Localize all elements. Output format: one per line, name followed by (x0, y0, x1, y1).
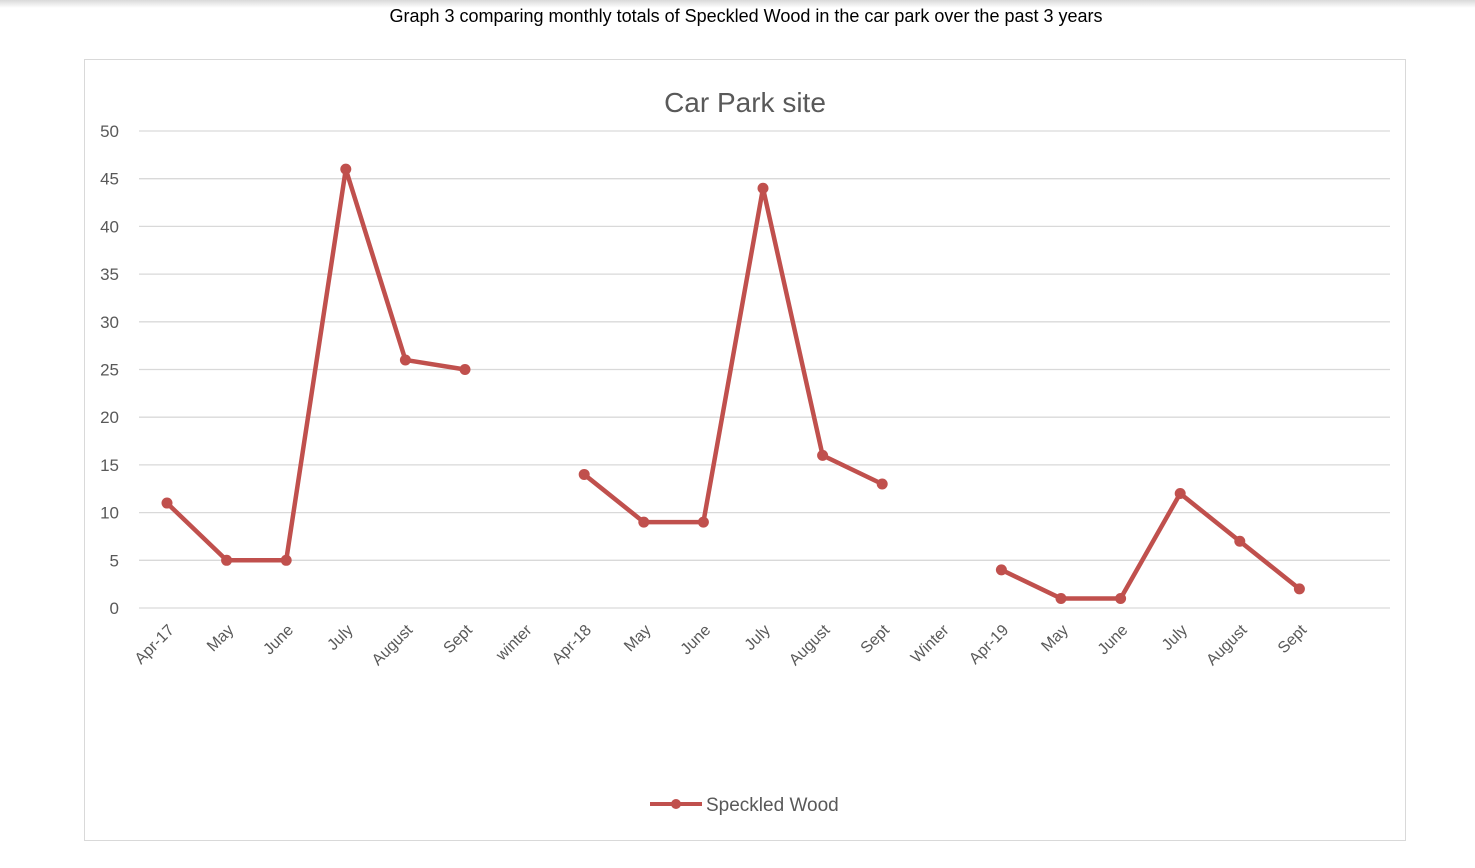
x-tick-label: May (204, 622, 237, 655)
y-tick-label: 10 (100, 504, 119, 523)
x-tick-label: June (1095, 622, 1132, 659)
data-point (1174, 488, 1186, 500)
data-point (876, 478, 888, 490)
data-point (340, 163, 352, 175)
y-tick-label: 20 (100, 408, 119, 427)
data-point (995, 564, 1007, 576)
x-tick-label: Sept (441, 621, 477, 657)
y-tick-label: 40 (100, 217, 119, 236)
data-point (399, 354, 411, 366)
y-tick-label: 0 (110, 599, 119, 618)
data-point (459, 364, 471, 375)
x-tick-label: Sept (1275, 621, 1311, 657)
y-tick-label: 5 (110, 551, 119, 570)
y-tick-label: 15 (100, 456, 119, 475)
y-tick-label: 35 (100, 265, 119, 284)
figure-caption: Graph 3 comparing monthly totals of Spec… (389, 6, 1103, 26)
y-axis-ticks: 0 5 10 15 20 25 30 35 40 45 50 (100, 122, 119, 618)
data-point (1293, 583, 1305, 595)
chart-title: Car Park site (664, 87, 826, 118)
series-line-segment (164, 166, 468, 563)
x-tick-label: August (1203, 621, 1251, 669)
data-point (1055, 592, 1067, 604)
data-point (578, 468, 590, 480)
data-point (221, 554, 233, 566)
y-tick-label: 25 (100, 361, 119, 380)
y-tick-label: 45 (100, 170, 119, 189)
x-tick-label: Winter (908, 621, 953, 666)
x-tick-label: Apr-18 (549, 622, 595, 668)
series-layer (161, 163, 1305, 604)
chart-frame (84, 59, 1406, 841)
data-point (757, 182, 769, 194)
series-line-segment (999, 491, 1302, 601)
data-point (697, 516, 709, 528)
x-tick-label: June (260, 622, 297, 659)
top-shadow (0, 0, 1475, 8)
x-tick-label: winter (493, 621, 536, 664)
y-tick-label: 30 (100, 313, 119, 332)
x-tick-label: May (621, 622, 654, 655)
x-tick-label: Apr-19 (966, 622, 1012, 668)
x-tick-label: July (1159, 622, 1191, 654)
data-point (817, 449, 829, 461)
data-point (1234, 535, 1246, 547)
legend: Speckled Wood (650, 795, 839, 816)
x-tick-label: June (678, 622, 715, 659)
x-tick-label: Sept (858, 621, 894, 657)
x-tick-label: July (742, 622, 774, 654)
legend-label: Speckled Wood (706, 795, 839, 816)
series-line-segment (581, 185, 885, 525)
x-tick-label: July (324, 622, 356, 654)
x-tick-label: May (1038, 622, 1071, 655)
x-tick-label: August (786, 621, 834, 669)
data-point (638, 516, 650, 528)
data-point (161, 497, 173, 509)
x-tick-label: Apr-17 (132, 622, 178, 668)
data-point (1115, 592, 1127, 604)
y-tick-label: 50 (100, 122, 119, 141)
x-axis-ticks: Apr-17 May June July August Sept winter Apr-18 M… (132, 621, 1311, 669)
data-point (280, 554, 292, 566)
legend-point-marker (671, 799, 681, 809)
x-tick-label: August (369, 621, 417, 669)
